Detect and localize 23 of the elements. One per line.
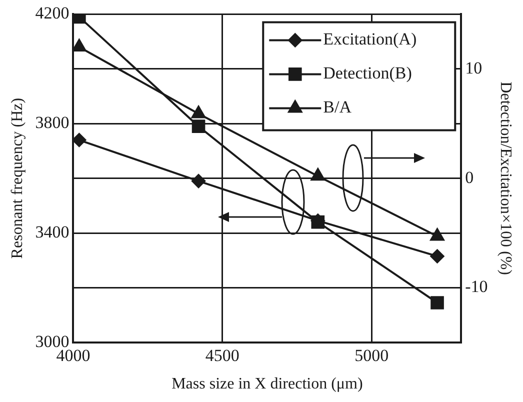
point <box>310 168 325 181</box>
legend-label: Detection(B) <box>323 64 412 83</box>
point <box>430 249 444 264</box>
point <box>192 174 206 188</box>
point <box>192 120 206 133</box>
x-tick-label: 4500 <box>205 346 240 366</box>
y2-axis-title: Detection/Excitation×100 (%) <box>497 82 514 276</box>
legend-label: Excitation(A) <box>323 30 417 49</box>
legend-label: B/A <box>323 98 352 117</box>
y-tick-label: 3800 <box>35 113 70 132</box>
y-tick-label: 4200 <box>35 4 70 23</box>
x-axis-title: Mass size in X direction (μm) <box>172 376 363 393</box>
point <box>73 39 86 52</box>
y2-tick-label: 10 <box>465 58 482 78</box>
y-axis-title: Resonant frequency (Hz) <box>8 98 26 259</box>
y2-tick-label: -10 <box>465 277 488 296</box>
y-tick-label: 3400 <box>35 222 70 242</box>
point <box>73 133 86 148</box>
y2-tick-label: 0 <box>465 168 474 187</box>
x-tick-label: 5000 <box>354 346 389 366</box>
point <box>430 296 444 310</box>
point <box>430 228 444 241</box>
point <box>191 106 206 118</box>
